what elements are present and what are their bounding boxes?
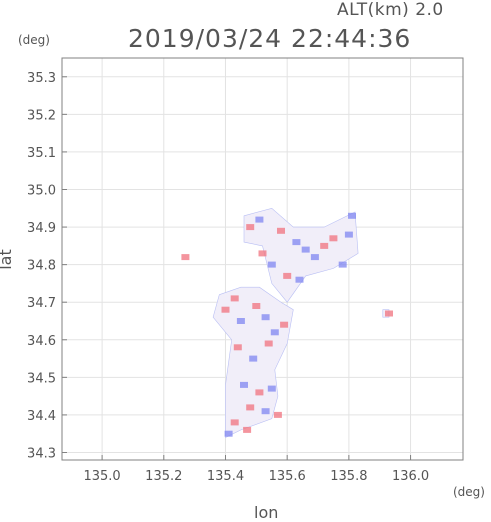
echo-region-north: [243, 207, 359, 303]
echo-cell: [385, 310, 393, 317]
echo-cell: [181, 254, 190, 261]
echo-cell: [246, 404, 255, 411]
echo-cell: [270, 329, 279, 336]
echo-cell: [243, 426, 252, 433]
y-axis-unit: (deg): [18, 33, 50, 47]
x-tick-label: 135.4: [207, 469, 244, 484]
echo-cell: [267, 261, 276, 268]
echo-cell: [267, 385, 276, 392]
echo-cell: [277, 227, 285, 234]
echo-cell: [261, 408, 270, 415]
echo-cell: [338, 261, 347, 268]
x-tick-label: 135.6: [269, 469, 306, 484]
x-axis-unit: (deg): [453, 485, 485, 499]
y-tick-label: 34.5: [27, 371, 56, 386]
y-tick-label: 34.3: [27, 446, 56, 461]
altitude-label: ALT(km) 2.0: [337, 0, 444, 20]
x-tick-label: 135.8: [330, 469, 367, 484]
echo-cell: [221, 306, 230, 313]
echo-cell: [264, 340, 273, 347]
echo-cell: [255, 216, 264, 223]
x-tick-label: 136.0: [392, 469, 429, 484]
y-tick-label: 35.3: [27, 71, 56, 86]
y-tick-label: 34.4: [27, 409, 56, 424]
echo-cell: [252, 303, 261, 309]
echo-cell: [224, 430, 233, 437]
echo-cell: [249, 355, 258, 362]
echo-cell: [240, 381, 248, 388]
echo-cell: [280, 321, 289, 328]
echo-cell: [292, 239, 301, 246]
echo-region-south: [212, 286, 294, 438]
echo-cells: [181, 212, 393, 437]
x-tick-label: 135.2: [145, 469, 182, 484]
x-tick-label: 135.0: [83, 469, 120, 484]
tick-labels: 135.0 135.2 135.4 135.6 135.8 136.0 34.3 34.4 34…: [27, 71, 429, 484]
echo-cell: [255, 389, 264, 396]
echo-cell: [301, 246, 310, 253]
echo-cell: [261, 314, 270, 321]
y-tick-label: 34.6: [27, 334, 56, 349]
echo-cell: [310, 254, 319, 261]
echo-cell: [230, 419, 239, 426]
echo-cell: [258, 250, 267, 257]
x-axis-label: lon: [254, 503, 279, 522]
echo-cell: [344, 231, 353, 238]
y-tick-label: 34.8: [27, 259, 56, 274]
echo-cell: [295, 276, 304, 283]
echo-cell: [230, 295, 239, 302]
datetime-title: 2019/03/24 22:44:36: [128, 24, 412, 53]
echo-cell: [246, 224, 255, 231]
y-tick-label: 35.1: [27, 146, 56, 161]
plot-frame: [61, 57, 464, 461]
echo-cell: [233, 344, 242, 351]
echo-regions: [212, 207, 390, 438]
y-tick-label: 35.2: [27, 108, 56, 123]
echo-cell: [320, 242, 329, 249]
echo-cell: [273, 411, 282, 418]
y-tick-label: 34.9: [27, 221, 56, 236]
y-tick-label: 34.7: [27, 296, 56, 311]
y-tick-label: 35.0: [27, 183, 56, 198]
echo-cell: [236, 318, 245, 324]
echo-cell: [348, 212, 356, 219]
echo-cell: [283, 272, 292, 279]
echo-cell: [329, 235, 338, 242]
